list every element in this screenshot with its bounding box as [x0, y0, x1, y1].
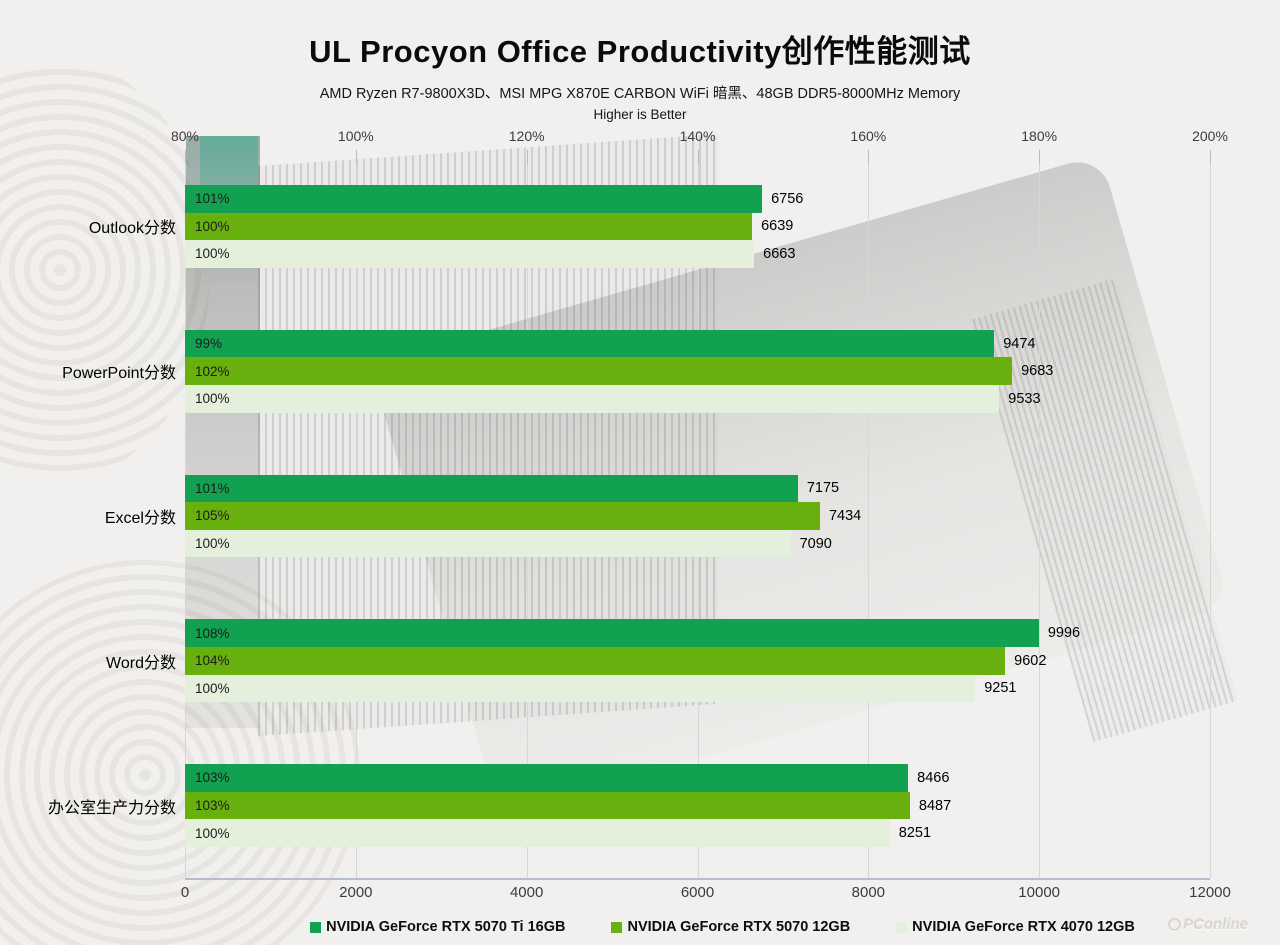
top-axis-tick-label: 160%	[850, 128, 887, 144]
top-axis-tick	[185, 150, 186, 164]
bar-percent-label: 102%	[195, 363, 230, 379]
top-axis-tick	[868, 150, 870, 164]
bar: 105%	[185, 502, 820, 530]
bar: 100%	[185, 212, 753, 241]
top-axis-tick	[1039, 150, 1041, 164]
legend-item: NVIDIA GeForce RTX 5070 12GB	[611, 919, 850, 935]
bottom-axis-tick-label: 2000	[339, 884, 373, 901]
bar-value-label: 6663	[763, 246, 796, 262]
bar-value-label: 7175	[806, 480, 840, 497]
bar-value-label: 6756	[771, 190, 804, 207]
watermark: PConline	[1167, 916, 1248, 933]
chart-header: UL Procyon Office Productivity创作性能测试 AMD…	[0, 0, 1280, 122]
bar-value-label: 6639	[761, 218, 794, 235]
category-label: PowerPoint分数	[62, 365, 176, 383]
top-axis-tick-label: 80%	[170, 128, 200, 144]
chart-legend: NVIDIA GeForce RTX 5070 Ti 16GB NVIDIA Ge…	[185, 915, 1260, 939]
higher-is-better-note: Higher is Better	[593, 107, 687, 122]
bar-value-label: 8251	[898, 825, 932, 842]
bar-value-label: 9533	[1008, 390, 1041, 407]
chart-title: UL Procyon Office Productivity创作性能测试	[309, 34, 971, 69]
bar: 100%	[185, 240, 755, 268]
bar: 100%	[185, 529, 791, 558]
top-axis-tick	[526, 150, 528, 164]
legend-label: NVIDIA GeForce RTX 5070 Ti 16GB	[326, 919, 566, 935]
legend-marker	[896, 921, 908, 933]
category-label: Excel分数	[104, 510, 176, 527]
bar: 99%	[185, 329, 995, 358]
category-label: Outlook分数	[88, 220, 176, 238]
top-axis-tick	[355, 150, 357, 164]
bar: 101%	[185, 474, 798, 503]
bar-value-label: 9683	[1021, 363, 1054, 380]
gridline	[1039, 150, 1041, 878]
top-axis-tick-label: 100%	[337, 128, 374, 144]
bar-percent-label: 103%	[195, 798, 230, 814]
bar-value-label: 9602	[1014, 652, 1047, 669]
top-axis-tick-label: 200%	[1192, 128, 1228, 144]
legend-marker	[310, 921, 322, 933]
bottom-axis-tick-label: 12000	[1189, 884, 1231, 901]
top-axis-tick-label: 140%	[679, 128, 716, 144]
category-label: 办公室生产力分数	[47, 799, 176, 817]
watermark-text: PConline	[1182, 916, 1248, 933]
bar-percent-label: 108%	[195, 625, 230, 641]
bar-percent-label: 100%	[195, 391, 230, 407]
gridline	[1210, 150, 1211, 878]
bottom-axis-tick-label: 10000	[1018, 884, 1061, 901]
bar-percent-label: 103%	[195, 770, 230, 786]
bar-percent-label: 100%	[195, 218, 230, 234]
top-axis-tick-label: 180%	[1021, 128, 1058, 144]
bar-value-label: 9251	[984, 680, 1017, 697]
bar: 108%	[185, 619, 1039, 647]
bar-percent-label: 104%	[195, 653, 230, 669]
bottom-axis-tick-label: 6000	[680, 884, 715, 901]
bar-percent-label: 105%	[195, 508, 230, 524]
bottom-axis-tick-label: 4000	[509, 884, 544, 901]
bar: 101%	[185, 185, 763, 213]
legend-label: NVIDIA GeForce RTX 4070 12GB	[912, 919, 1135, 935]
bar-value-label: 9996	[1047, 625, 1081, 642]
bar-percent-label: 100%	[195, 825, 230, 841]
bottom-axis-tick-label: 8000	[851, 884, 886, 901]
legend-marker	[611, 921, 623, 933]
legend-item: NVIDIA GeForce RTX 5070 Ti 16GB	[310, 919, 565, 935]
top-axis-tick	[697, 150, 699, 164]
bar-value-label: 8487	[918, 797, 952, 814]
bar-value-label: 7090	[799, 535, 832, 552]
bar: 104%	[185, 647, 1006, 675]
bar: 103%	[185, 791, 910, 820]
category-label: Word分数	[106, 654, 176, 672]
x-axis-line	[185, 878, 1210, 880]
bar-value-label: 8466	[917, 770, 950, 786]
bar-percent-label: 99%	[195, 336, 223, 352]
pconline-logo-icon	[1167, 918, 1181, 931]
bar: 100%	[185, 819, 890, 847]
bar-percent-label: 101%	[195, 480, 230, 496]
bar-percent-label: 100%	[195, 536, 230, 552]
bar-value-label: 7434	[828, 508, 862, 524]
bar: 102%	[185, 357, 1013, 385]
legend-item: NVIDIA GeForce RTX 4070 12GB	[896, 919, 1135, 935]
bar: 100%	[185, 674, 976, 703]
bar: 100%	[185, 385, 1000, 413]
bottom-axis-tick-label: 0	[180, 884, 190, 901]
top-axis-tick-label: 120%	[508, 128, 545, 144]
top-axis-tick	[1210, 150, 1211, 164]
legend-label: NVIDIA GeForce RTX 5070 12GB	[627, 919, 851, 935]
bar-percent-label: 100%	[195, 680, 230, 696]
chart-subtitle: AMD Ryzen R7-9800X3D、MSI MPG X870E CARBO…	[319, 86, 961, 102]
bar: 103%	[185, 764, 909, 792]
bar-value-label: 9474	[1003, 335, 1036, 352]
bar-percent-label: 101%	[195, 191, 230, 207]
gridline	[868, 150, 870, 878]
bar-percent-label: 100%	[195, 246, 230, 262]
